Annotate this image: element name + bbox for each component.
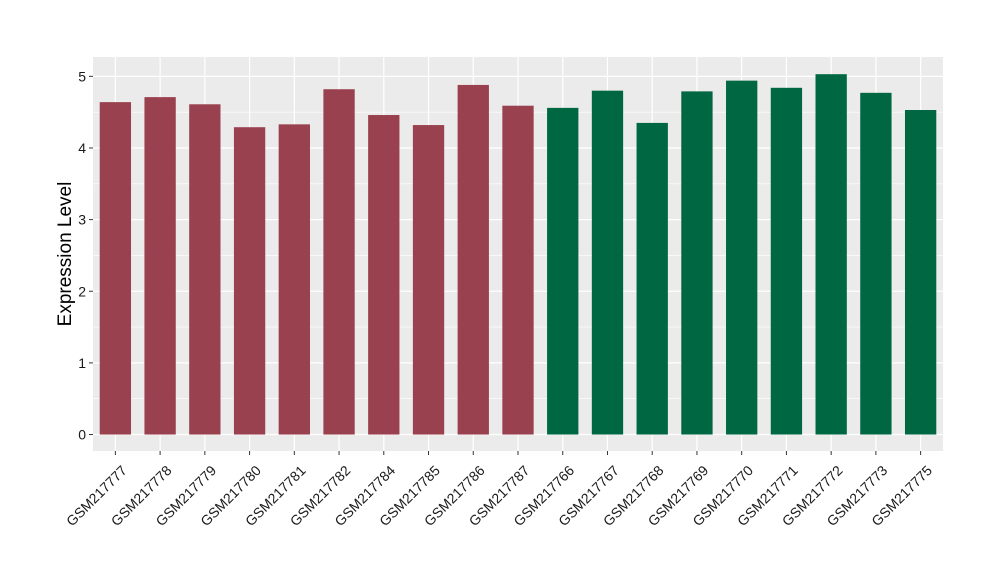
bar-GSM217777	[99, 102, 132, 435]
bar-GSM217782	[323, 89, 355, 435]
bar-GSM217769	[681, 91, 713, 435]
bars	[99, 74, 937, 435]
bar-GSM217785	[412, 125, 445, 435]
x-axis: GSM217777GSM217778GSM217779GSM217780GSM2…	[63, 451, 935, 529]
bar-GSM217784	[368, 115, 400, 435]
y-tick-label: 4	[78, 140, 86, 156]
y-tick-label: 2	[78, 283, 86, 299]
bar-GSM217768	[636, 122, 668, 435]
bar-GSM217780	[233, 127, 266, 435]
y-axis: 0 1 2 3 4 5	[78, 68, 93, 443]
bar-GSM217779	[189, 104, 221, 435]
y-tick-label: 0	[78, 427, 86, 443]
bar-GSM217771	[770, 87, 803, 435]
bar-GSM217770	[726, 80, 758, 435]
bar-GSM217767	[591, 90, 624, 435]
y-tick-label: 3	[78, 212, 86, 228]
bar-GSM217787	[502, 105, 534, 435]
bar-GSM217786	[457, 84, 489, 435]
y-axis-title: Expression Level	[55, 182, 76, 327]
bar-GSM217773	[860, 92, 892, 435]
y-tick-label: 5	[78, 68, 86, 84]
bar-GSM217772	[815, 74, 847, 435]
bar-GSM217766	[547, 107, 579, 435]
y-tick-label: 1	[78, 355, 86, 371]
bar-GSM217775	[904, 110, 937, 435]
bar-GSM217778	[144, 97, 176, 435]
bar-GSM217781	[278, 124, 310, 435]
